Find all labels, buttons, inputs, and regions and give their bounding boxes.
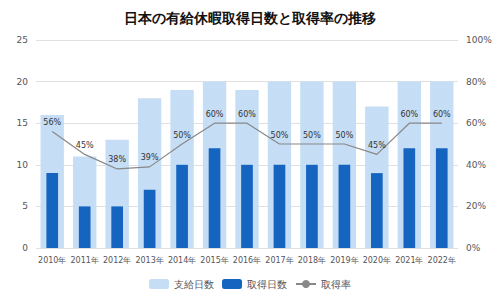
svg-text:80%: 80% [466, 77, 486, 87]
svg-text:15: 15 [17, 118, 28, 128]
svg-text:取得日数: 取得日数 [247, 279, 287, 290]
svg-text:日本の有給休暇取得日数と取得率の推移: 日本の有給休暇取得日数と取得率の推移 [124, 10, 376, 26]
svg-text:60%: 60% [400, 110, 418, 119]
svg-text:60%: 60% [466, 118, 486, 128]
svg-text:38%: 38% [108, 155, 126, 164]
svg-text:20: 20 [17, 77, 29, 87]
svg-text:39%: 39% [141, 153, 159, 162]
svg-text:2014年: 2014年 [168, 256, 196, 265]
svg-text:0%: 0% [466, 243, 481, 253]
svg-text:60%: 60% [206, 110, 224, 119]
svg-text:2017年: 2017年 [265, 256, 293, 265]
svg-text:100%: 100% [466, 35, 492, 45]
svg-text:45%: 45% [76, 141, 94, 150]
svg-text:2015年: 2015年 [200, 256, 228, 265]
svg-text:2019年: 2019年 [330, 256, 358, 265]
svg-text:60%: 60% [433, 110, 451, 119]
svg-text:50%: 50% [271, 131, 289, 140]
svg-text:取得率: 取得率 [321, 279, 351, 290]
svg-text:10: 10 [17, 160, 29, 170]
svg-text:2016年: 2016年 [233, 256, 261, 265]
svg-text:40%: 40% [466, 160, 486, 170]
svg-text:50%: 50% [335, 131, 353, 140]
svg-text:2011年: 2011年 [71, 256, 99, 265]
svg-text:60%: 60% [238, 110, 256, 119]
svg-text:0: 0 [22, 243, 28, 253]
svg-text:5: 5 [22, 201, 28, 211]
svg-text:50%: 50% [303, 131, 321, 140]
svg-text:2010年: 2010年 [38, 256, 66, 265]
svg-text:2020年: 2020年 [363, 256, 391, 265]
svg-text:50%: 50% [173, 131, 191, 140]
svg-text:支給日数: 支給日数 [174, 279, 214, 290]
svg-text:25: 25 [17, 35, 28, 45]
svg-text:2022年: 2022年 [428, 256, 456, 265]
svg-text:2013年: 2013年 [135, 256, 163, 265]
svg-text:56%: 56% [43, 118, 61, 127]
svg-text:20%: 20% [466, 201, 486, 211]
svg-text:45%: 45% [368, 141, 386, 150]
svg-text:2012年: 2012年 [103, 256, 131, 265]
svg-text:2021年: 2021年 [395, 256, 423, 265]
svg-text:2018年: 2018年 [298, 256, 326, 265]
